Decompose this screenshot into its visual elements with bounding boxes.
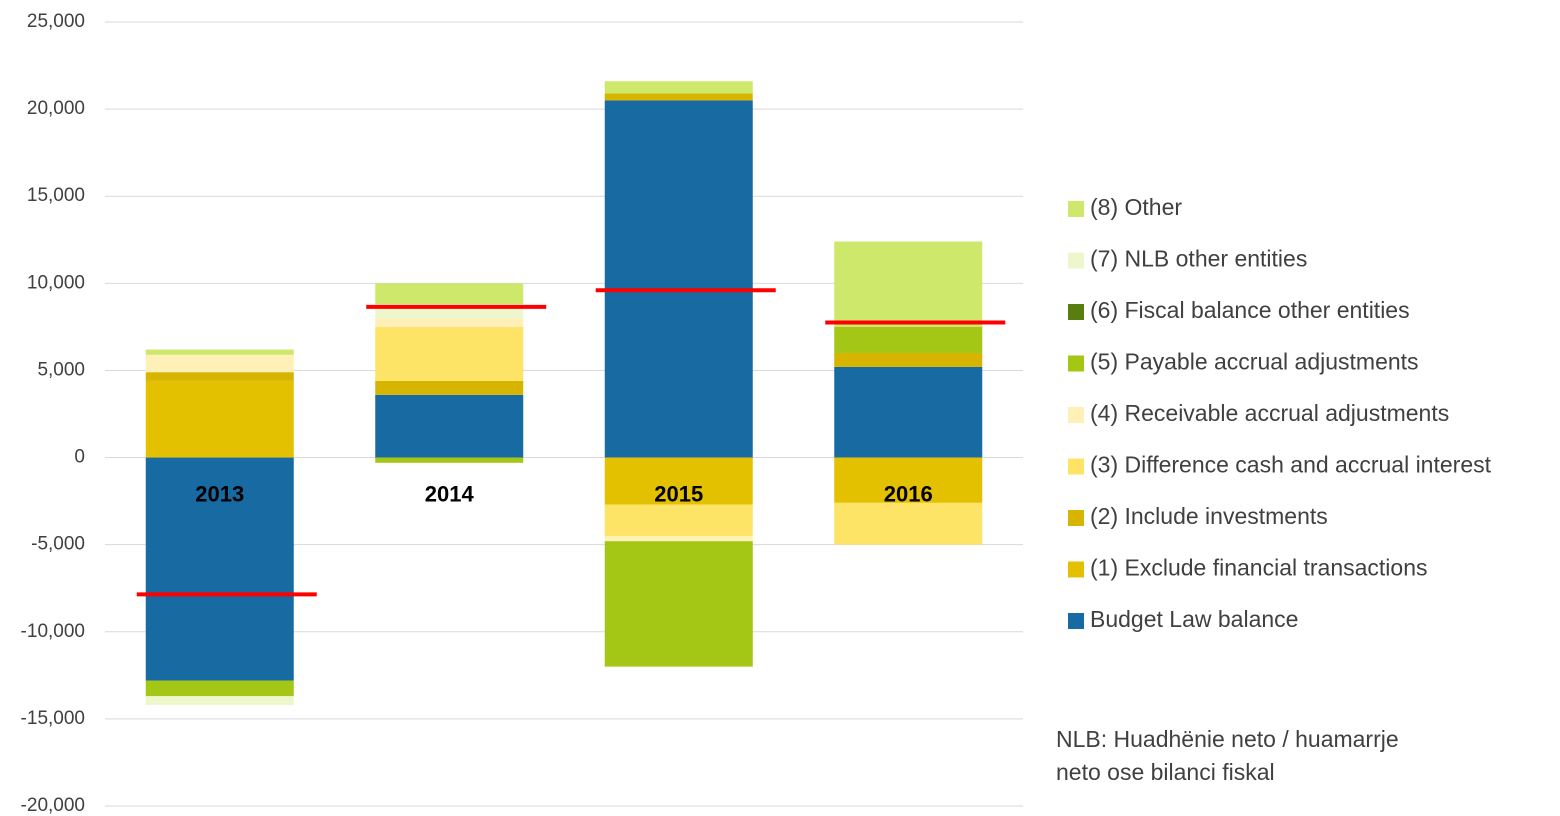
bar-segment (145, 696, 294, 705)
bar-segment (375, 283, 524, 305)
bar-segment (834, 502, 983, 545)
bar-segment (834, 326, 983, 354)
legend-swatch (1068, 613, 1084, 629)
y-tick-label: 10,000 (27, 272, 85, 293)
bar-segment (145, 680, 294, 697)
bar-segment (145, 372, 294, 381)
legend-swatch (1068, 561, 1084, 578)
legend-label: (6) Fiscal balance other entities (1090, 297, 1410, 323)
y-tick-label: -20,000 (21, 795, 85, 816)
bar-segment (375, 318, 524, 327)
bar-segment (604, 100, 753, 458)
legend-swatch (1068, 458, 1084, 475)
legend-label: (5) Payable accrual adjustments (1090, 349, 1419, 375)
bar-segment (604, 504, 753, 536)
bar-segment (834, 241, 983, 327)
bar-segment (604, 81, 753, 94)
bar-segment (375, 394, 524, 458)
y-tick-label: 0 (74, 447, 85, 468)
bar-segment (834, 366, 983, 458)
legend-swatch (1068, 510, 1084, 526)
annotation: NLB: Huadhënie neto / huamarrje (1056, 726, 1399, 752)
y-tick-label: -5,000 (31, 534, 85, 555)
x-tick-label: 2014 (425, 481, 475, 506)
bar-segment (834, 353, 983, 367)
legend-swatch (1068, 407, 1084, 423)
legend-label: Budget Law balance (1090, 606, 1298, 632)
bar-segment (145, 380, 294, 458)
x-tick-label: 2016 (884, 481, 933, 506)
bar-segment (145, 354, 294, 373)
bar-segment (604, 535, 753, 542)
legend-swatch (1068, 252, 1084, 269)
bar-segment (145, 349, 294, 355)
legend-swatch (1068, 201, 1084, 217)
y-tick-label: 25,000 (27, 11, 85, 32)
bar-segment (604, 457, 753, 505)
bar-segment (604, 541, 753, 667)
legend-label: (7) NLB other entities (1090, 246, 1307, 272)
bar-segment (375, 380, 524, 395)
x-tick-label: 2015 (654, 481, 703, 506)
annotation: neto ose bilanci fiskal (1056, 759, 1275, 785)
y-tick-label: 15,000 (27, 185, 85, 206)
legend-label: (3) Difference cash and accrual interest (1090, 452, 1492, 478)
legend-label: (8) Other (1090, 194, 1182, 220)
legend-swatch (1068, 304, 1084, 320)
bar-segment (834, 457, 983, 503)
legend-swatch (1068, 355, 1084, 372)
y-tick-label: 5,000 (37, 359, 85, 380)
legend-label: (1) Exclude financial transactions (1090, 555, 1428, 581)
bar-segment (375, 457, 524, 463)
bar-segment (375, 326, 524, 381)
bar-segment (145, 457, 294, 681)
y-tick-label: 20,000 (27, 98, 85, 119)
legend-label: (2) Include investments (1090, 503, 1328, 529)
legend-label: (4) Receivable accrual adjustments (1090, 400, 1449, 426)
bar-segment (604, 93, 753, 101)
y-tick-label: -15,000 (21, 708, 85, 729)
x-tick-label: 2013 (195, 481, 244, 506)
y-tick-label: -10,000 (21, 621, 85, 642)
